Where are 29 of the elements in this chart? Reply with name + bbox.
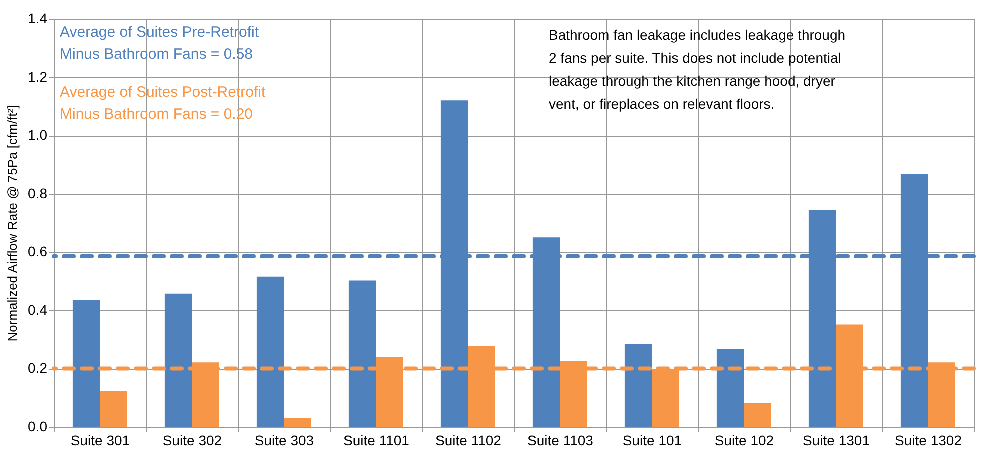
x-tick-label: Suite 1302 <box>895 432 962 448</box>
bar <box>100 391 128 427</box>
annotation: Bathroom fan leakage includes leakage through 2 fans per suite. This does not include potential leakage through the kitchen range hood, dryer vent, or fireplaces on relevant floors. <box>549 27 846 112</box>
x-tick-label: Suite 1301 <box>803 432 870 448</box>
y-tick-label: 0.6 <box>28 244 48 260</box>
y-axis-title: Normalized Airflow Rate @ 75Pa [cfm/ft²] <box>5 105 20 342</box>
x-tick-label: Suite 1102 <box>436 432 502 448</box>
x-tick-label: Suite 301 <box>70 432 130 448</box>
bar <box>624 344 652 427</box>
x-tick-label: Suite 302 <box>162 432 222 448</box>
y-tick-label: 1.0 <box>28 127 48 144</box>
bar <box>256 276 284 427</box>
x-tick-label: Suite 102 <box>714 432 774 448</box>
x-tick-label: Suite 1101 <box>344 432 410 448</box>
bar <box>348 280 376 427</box>
y-tick-label: 0.4 <box>28 302 48 318</box>
x-tick-label: Suite 101 <box>622 432 682 448</box>
y-tick-label: 1.4 <box>28 10 48 26</box>
bar <box>72 300 100 427</box>
y-tick-label: 0.8 <box>28 185 48 202</box>
y-tick-label: 0.0 <box>28 418 48 434</box>
y-tick-label: 0.2 <box>28 360 48 376</box>
x-tick-label: Suite 1103 <box>528 432 594 448</box>
bar <box>284 418 312 427</box>
bar <box>744 403 772 427</box>
x-tick-label: Suite 303 <box>254 432 314 448</box>
bar <box>164 294 192 427</box>
bar <box>716 349 744 427</box>
y-tick-label: 1.2 <box>28 68 48 85</box>
